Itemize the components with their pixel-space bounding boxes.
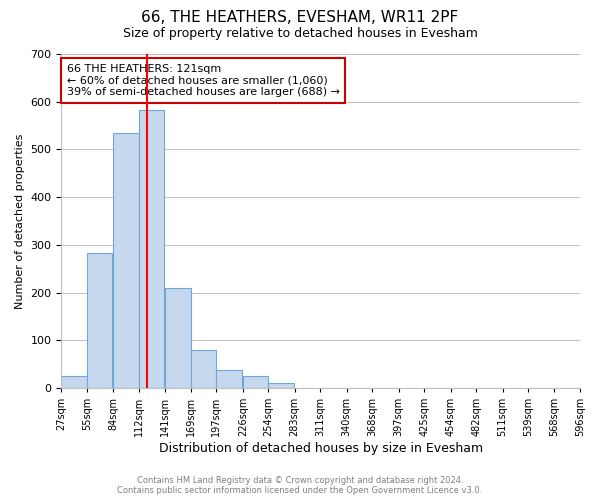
Bar <box>268 384 294 388</box>
Text: Contains HM Land Registry data © Crown copyright and database right 2024.
Contai: Contains HM Land Registry data © Crown c… <box>118 476 482 495</box>
Bar <box>243 376 268 388</box>
Y-axis label: Number of detached properties: Number of detached properties <box>15 134 25 308</box>
Text: Size of property relative to detached houses in Evesham: Size of property relative to detached ho… <box>122 28 478 40</box>
X-axis label: Distribution of detached houses by size in Evesham: Distribution of detached houses by size … <box>158 442 483 455</box>
Bar <box>139 110 164 388</box>
Bar <box>217 370 242 388</box>
Bar <box>191 350 217 388</box>
Text: 66 THE HEATHERS: 121sqm
← 60% of detached houses are smaller (1,060)
39% of semi: 66 THE HEATHERS: 121sqm ← 60% of detache… <box>67 64 340 97</box>
Bar <box>113 132 139 388</box>
Bar <box>61 376 87 388</box>
Bar <box>166 288 191 388</box>
Bar <box>87 253 112 388</box>
Text: 66, THE HEATHERS, EVESHAM, WR11 2PF: 66, THE HEATHERS, EVESHAM, WR11 2PF <box>142 10 458 25</box>
